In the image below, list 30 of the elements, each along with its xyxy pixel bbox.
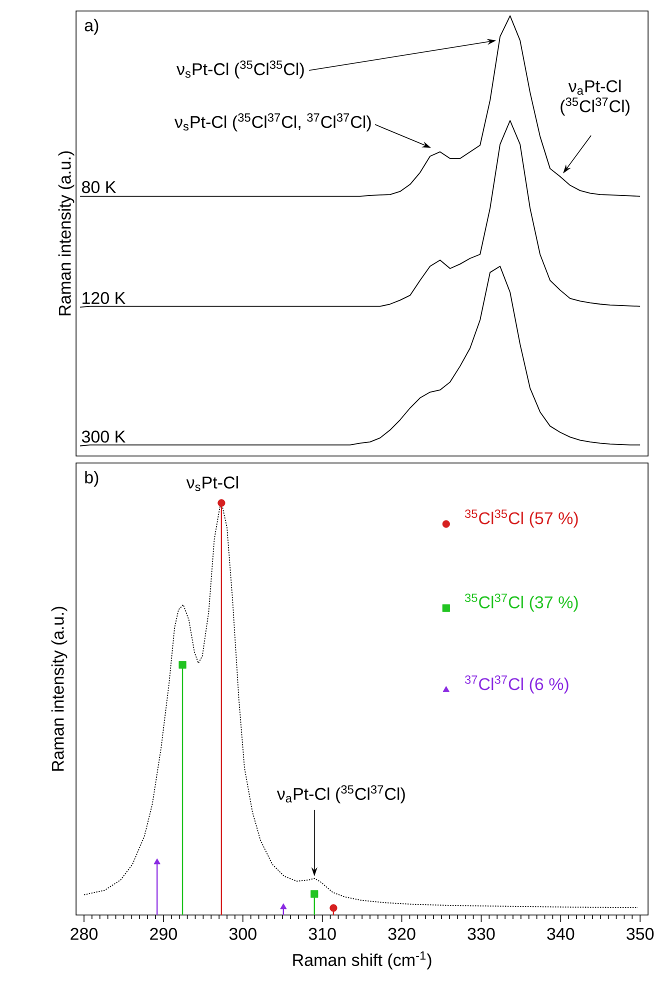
x-tick-label: 330 [468,928,495,940]
point [218,499,226,507]
point [280,903,287,910]
x-tick-label: 290 [150,928,177,940]
point [178,661,186,669]
point [154,858,160,864]
legend-label: $^{35}$Cl$^{35}$Cl (57 %) [464,510,578,528]
x-tick-label: 320 [388,928,416,940]
text: ν$_{a}$Pt-Cl ($^{35}$Cl$^{37}$Cl) [560,80,630,116]
annotation: a) [84,18,98,35]
text: b) [85,470,98,487]
x-tick-label: 340 [547,928,574,940]
annotation: ν$_{s}$Pt-Cl ($^{35}$Cl$^{35}$Cl) [176,60,304,79]
x-axis-title: Raman shift (cm$^{-1}$) [293,951,432,970]
text: ν$_{s}$Pt-Cl ($^{35}$Cl$^{37}$Cl, $^{37}$Cl$^{37}$Cl) [174,113,371,132]
series-label: 80 K [82,181,116,194]
x-tick-label: 350 [626,928,654,940]
annotation: ν$_{a}$Pt-Cl ($^{35}$Cl$^{37}$Cl) [276,785,405,804]
x-tick-label: 300 [229,928,256,940]
x-tick-label: 310 [308,928,336,940]
point [310,890,318,898]
legend-label: $^{35}$Cl$^{37}$Cl (37 %) [464,594,578,612]
y-axis-title: Raman intensity (a.u.) [58,151,74,316]
text: ν$_{s}$Pt-Cl [186,476,238,492]
series-label: 300 K [82,430,126,443]
y-axis-title: Raman intensity (a.u.) [51,606,68,771]
legend-label: $^{37}$Cl$^{37}$Cl (6 %) [464,675,568,694]
point [330,904,338,912]
x-tick-label: 280 [70,928,98,940]
series-label: 120 K [82,292,126,304]
